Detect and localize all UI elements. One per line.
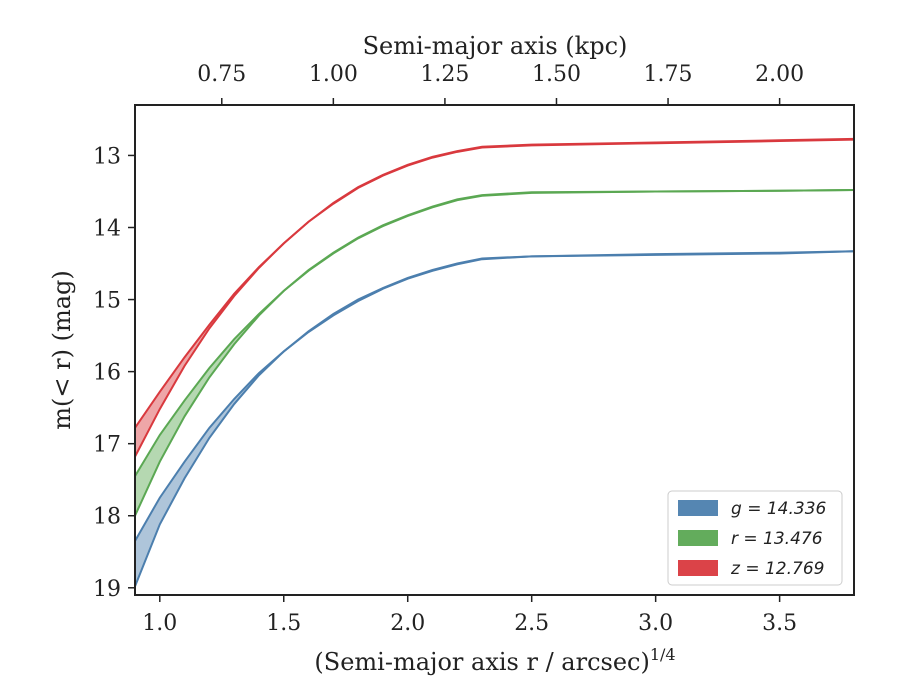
y-tick-label: 14: [93, 217, 121, 242]
top-x-tick-label: 1.75: [644, 62, 693, 87]
y-tick-label: 16: [93, 361, 121, 386]
series-band-1: [135, 190, 854, 516]
x-axis-title-superscript: 1/4: [650, 645, 676, 664]
x-tick-label: 2.0: [390, 611, 425, 636]
legend-label-1: r = 13.476: [731, 529, 823, 549]
series-line-lower-1: [134, 189, 855, 517]
bottom-x-ticks: 1.0 1.5 2.0 2.5 3.0 3.5: [142, 595, 797, 636]
x-tick-label: 3.0: [638, 611, 673, 636]
top-x-tick-label: 1.00: [309, 62, 358, 87]
series-band-2: [135, 138, 854, 457]
top-x-tick-label: 0.75: [197, 62, 246, 87]
legend-label-0: g = 14.336: [731, 499, 827, 519]
y-tick-label: 19: [93, 577, 121, 602]
y-tick-label: 18: [93, 505, 121, 530]
x-tick-label: 1.5: [266, 611, 301, 636]
legend-swatch-2: [678, 560, 718, 576]
x-tick-label: 3.5: [762, 611, 797, 636]
y-tick-label: 17: [93, 433, 121, 458]
x-axis-title: (Semi-major axis r / arcsec)1/4: [314, 645, 675, 676]
top-x-tick-label: 1.25: [420, 62, 469, 87]
series-layer: [134, 137, 855, 587]
top-x-tick-label: 2.00: [755, 62, 804, 87]
left-y-ticks: 13 14 15 16 17 18 19: [93, 144, 135, 602]
series-line-lower-0: [134, 250, 855, 587]
legend-swatch-1: [678, 530, 718, 546]
y-axis-title: m(< r) (mag): [48, 270, 76, 429]
legend-swatch-0: [678, 500, 718, 516]
legend-label-2: z = 12.769: [730, 559, 824, 579]
x-tick-label: 1.0: [142, 611, 177, 636]
top-axis-title: Semi-major axis (kpc): [363, 32, 628, 60]
y-tick-label: 15: [93, 289, 121, 314]
top-x-tick-label: 1.50: [532, 62, 581, 87]
y-tick-label: 13: [93, 144, 121, 169]
x-axis-title-main: (Semi-major axis r / arcsec): [314, 648, 649, 676]
plot-frame: [134, 104, 855, 596]
x-tick-label: 2.5: [514, 611, 549, 636]
legend: g = 14.336 r = 13.476 z = 12.769: [667, 490, 843, 586]
series-line-lower-2: [134, 137, 855, 458]
series-line-upper-2: [134, 138, 855, 429]
top-x-ticks: 0.75 1.00 1.25 1.50 1.75 2.00: [197, 62, 804, 105]
